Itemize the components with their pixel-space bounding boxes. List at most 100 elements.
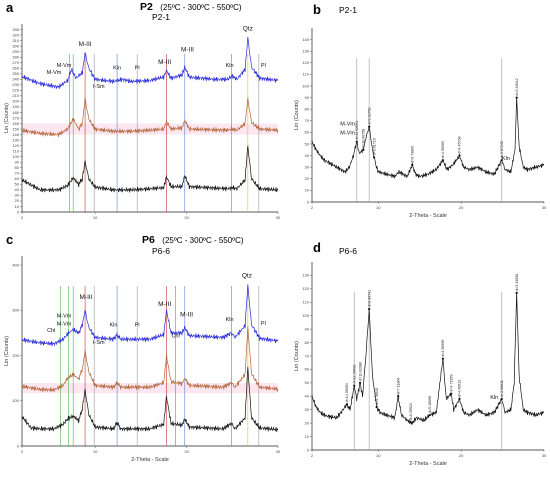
y-tick-label: 30 bbox=[15, 193, 20, 198]
panel-letter-d: d bbox=[313, 240, 321, 255]
peak-marker bbox=[441, 357, 445, 360]
mineral-annotation: M-III bbox=[181, 47, 194, 54]
y-tick-label: 10 bbox=[305, 434, 310, 439]
x-tick-label: 10 bbox=[376, 205, 381, 210]
y-tick-label: 80 bbox=[305, 107, 310, 112]
peak-marker bbox=[355, 140, 358, 143]
mineral-annotation: M-III bbox=[180, 312, 193, 319]
y-tick-label: 210 bbox=[12, 93, 19, 98]
mineral-annotation: M-III bbox=[79, 41, 92, 48]
y-tick-label: 70 bbox=[305, 353, 310, 358]
y-tick-label: 290 bbox=[12, 49, 19, 54]
mineral-annotation: Chl bbox=[171, 333, 179, 339]
y-tick-label: 100 bbox=[12, 398, 19, 403]
y-tick-label: 180 bbox=[12, 110, 19, 115]
x-axis-label: 2-Theta - Scale bbox=[409, 461, 447, 467]
y-axis-label: Lin (Counts) bbox=[294, 341, 300, 371]
y-tick-label: 200 bbox=[12, 353, 19, 358]
peak-d-label: d=9.92752 bbox=[367, 108, 371, 125]
y-tick-label: 30 bbox=[305, 407, 310, 412]
panel-letter-c: c bbox=[6, 232, 13, 247]
header-a-bold: P2 bbox=[140, 1, 153, 13]
diffractogram-series-black bbox=[21, 145, 279, 193]
peak-d-label: d=7.11864 bbox=[396, 377, 400, 394]
mineral-annotation: M-Vm bbox=[47, 70, 62, 76]
mineral-annotation: M-III bbox=[80, 294, 93, 301]
peak-marker bbox=[441, 159, 445, 162]
x-tick-label: 2 bbox=[21, 449, 24, 454]
y-tick-label: 200 bbox=[12, 99, 19, 104]
y-tick-label: 120 bbox=[302, 286, 309, 291]
y-tick-label: 160 bbox=[12, 121, 19, 126]
peak-d-label: d=9.76015 bbox=[375, 388, 379, 405]
peak-marker bbox=[368, 125, 371, 128]
y-tick-label: 120 bbox=[12, 143, 19, 148]
peak-marker bbox=[515, 96, 518, 99]
y-tick-label: 320 bbox=[12, 32, 19, 37]
y-tick-label: 100 bbox=[12, 154, 19, 159]
plot-b: 0 10 20 30 40 50 60 70 80 90 100 110 120 130 140 2 10 20 3… bbox=[294, 28, 547, 219]
x-tick-label: 20 bbox=[459, 205, 464, 210]
diffractogram-series-orange bbox=[21, 97, 279, 138]
y-tick-label: 140 bbox=[302, 37, 309, 42]
peak-d-label: d=4.45708 bbox=[458, 137, 462, 154]
x-tick-label: 30 bbox=[542, 453, 547, 458]
y-tick-label: 110 bbox=[13, 148, 20, 153]
mineral-annotation: I-Sm bbox=[93, 340, 105, 346]
y-tick-label: 20 bbox=[15, 198, 20, 203]
peak-marker bbox=[428, 413, 431, 417]
peak-marker bbox=[375, 405, 378, 409]
y-tick-label: 110 bbox=[303, 72, 310, 77]
peak-d-label: d=4.46513 bbox=[458, 380, 462, 397]
x-tick-label: 20 bbox=[459, 453, 464, 458]
y-tick-label: 70 bbox=[305, 118, 310, 123]
y-tick-label: 90 bbox=[305, 326, 310, 331]
header-c: P6 (25ºC - 300ºC - 550ºC) bbox=[142, 230, 244, 247]
plot-d: 0 10 20 30 40 50 60 70 80 90 100 110 120 130 2 10 20 30 Li… bbox=[294, 262, 547, 467]
y-tick-label: 170 bbox=[12, 115, 19, 120]
peak-marker bbox=[345, 403, 348, 406]
y-tick-label: 260 bbox=[12, 66, 19, 71]
x-tick-label: 10 bbox=[93, 449, 98, 454]
peak-marker bbox=[450, 392, 453, 395]
peak-d-label: d=3.33642 bbox=[515, 79, 519, 96]
peak-d-label: d=3.33656 bbox=[515, 274, 519, 291]
y-tick-label: 400 bbox=[12, 262, 19, 267]
peak-marker bbox=[358, 381, 362, 384]
peak-marker bbox=[353, 384, 356, 387]
peak-d-label: d=10.06758 bbox=[362, 129, 366, 148]
y-tick-label: 50 bbox=[305, 380, 310, 385]
header-c-bold: P6 bbox=[142, 234, 155, 246]
x-tick-label: 10 bbox=[93, 215, 98, 220]
mineral-annotation: Kln bbox=[226, 317, 234, 323]
y-tick-label: 60 bbox=[305, 367, 310, 372]
mineral-annotation: Kln bbox=[113, 65, 121, 71]
peak-d-label: d=3.57245 bbox=[500, 141, 504, 158]
x-axis-label: 2-Theta - Scale bbox=[409, 213, 447, 219]
y-tick-label: 140 bbox=[12, 132, 19, 137]
peak-d-label: d=5.48099 bbox=[428, 396, 432, 413]
mineral-annotation: Pl bbox=[261, 321, 266, 327]
y-tick-label: 90 bbox=[305, 95, 310, 100]
y-tick-label: 310 bbox=[12, 38, 19, 43]
y-tick-label: 280 bbox=[12, 54, 19, 59]
y-tick-label: 90 bbox=[15, 160, 20, 165]
y-tick-label: 0 bbox=[307, 447, 310, 452]
peak-marker bbox=[458, 397, 461, 401]
mineral-annotation: M-III bbox=[158, 301, 171, 308]
mineral-annotation: Pl bbox=[135, 323, 140, 329]
mineral-annotation: Pl bbox=[135, 65, 140, 71]
y-axis-label: Lin (Counts) bbox=[4, 103, 10, 133]
diffractogram-series-black bbox=[21, 366, 279, 432]
subtitle-c: P6-6 bbox=[152, 246, 170, 256]
subtitle-a: P2-1 bbox=[152, 12, 170, 22]
diffractogram-series-black bbox=[311, 96, 545, 179]
y-tick-label: 230 bbox=[12, 82, 19, 87]
mineral-annotation: Pl bbox=[261, 63, 266, 69]
peak-d-label: d=6.39923 bbox=[409, 403, 413, 420]
y-axis-label: Lin (Counts) bbox=[294, 100, 300, 130]
y-tick-label: 80 bbox=[305, 340, 310, 345]
peak-marker bbox=[409, 421, 412, 424]
